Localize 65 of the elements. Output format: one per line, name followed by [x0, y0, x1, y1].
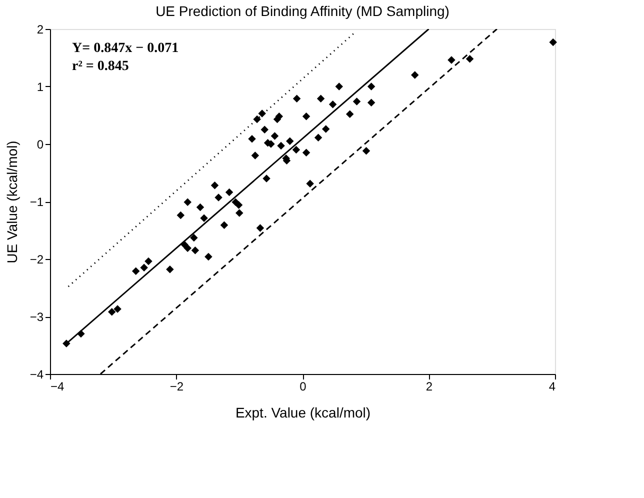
y-tick-label: 0 [36, 138, 44, 152]
point [262, 174, 270, 182]
point [140, 264, 148, 272]
point [256, 224, 264, 232]
point [302, 112, 310, 120]
point [466, 55, 474, 63]
point [196, 203, 204, 212]
y-tick-label: −3 [30, 310, 44, 324]
point [306, 180, 314, 188]
y-tick-label: −1 [30, 195, 44, 209]
point [549, 38, 557, 46]
point [108, 308, 116, 316]
point [260, 126, 268, 134]
point [184, 198, 192, 206]
annotation: Y= 0.847x − 0.071 [72, 41, 179, 56]
point [191, 246, 200, 254]
x-tick-label: −2 [170, 380, 184, 394]
point [362, 147, 370, 155]
point [200, 214, 208, 222]
point [292, 146, 300, 154]
point [270, 132, 279, 140]
annotation: r² = 0.845 [72, 59, 129, 74]
point [302, 148, 310, 156]
x-axis-title: Expt. Value (kcal/mol) [235, 404, 371, 420]
chart-title: UE Prediction of Binding Affinity (MD Sampling) [156, 3, 450, 19]
point [346, 110, 354, 118]
point [248, 134, 256, 143]
point [277, 142, 285, 150]
x-tick-label: −4 [50, 380, 65, 394]
point [114, 305, 122, 313]
point [190, 234, 198, 242]
point [367, 98, 376, 106]
y-tick-label: −4 [30, 368, 44, 382]
point [234, 201, 243, 209]
y-tick-label: −2 [30, 252, 44, 266]
point [214, 194, 222, 202]
x-tick-label: 0 [300, 380, 307, 394]
point [225, 188, 234, 196]
point [314, 134, 322, 142]
point [286, 137, 294, 145]
y-tick-label: 2 [36, 22, 44, 36]
point [251, 152, 260, 160]
point [210, 182, 219, 190]
point [328, 100, 337, 108]
point [184, 244, 192, 252]
point [144, 257, 152, 266]
x-tick-label: 2 [426, 380, 433, 394]
y-tick-label: 1 [36, 80, 44, 94]
point [176, 211, 185, 220]
point [166, 265, 174, 274]
point [367, 82, 376, 90]
point [322, 125, 330, 133]
point [316, 94, 325, 102]
x-tick-label: 4 [548, 380, 556, 394]
point [448, 56, 456, 64]
point [352, 98, 361, 106]
point [236, 209, 244, 217]
point [292, 94, 301, 102]
y-axis-title: UE Value (kcal/mol) [4, 140, 20, 264]
point [410, 71, 419, 79]
point [253, 115, 261, 124]
point [204, 252, 212, 261]
point [132, 267, 140, 275]
point [220, 221, 228, 229]
point [335, 82, 343, 90]
